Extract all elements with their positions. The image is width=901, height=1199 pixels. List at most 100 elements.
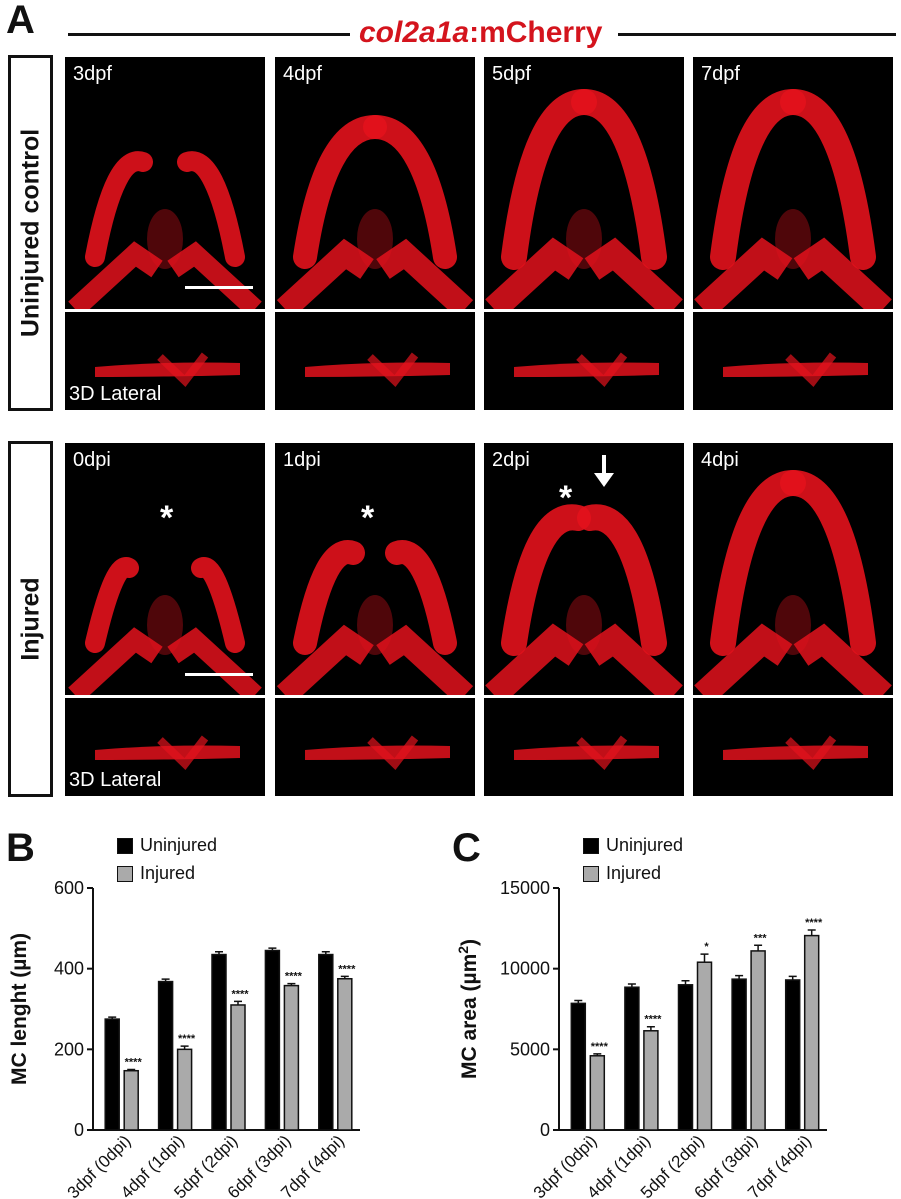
error-bar [287,982,296,986]
significance-marker: *** [754,932,768,944]
error-bar [593,1053,602,1056]
bar-uninjured [784,979,801,1131]
error-bar [268,947,277,951]
y-tick-label: 600 [54,878,84,898]
lateral-view-tile [484,312,684,410]
tile-stage-label: 0dpi [73,449,111,471]
legend-c-injured-label: Injured [606,863,662,883]
lateral-view-tile [693,698,893,796]
significance-marker: **** [338,963,356,975]
tile-stage-label: 1dpi [283,449,321,471]
bar-injured [750,950,766,1131]
bar-uninjured [157,980,174,1131]
error-bar [646,1025,655,1031]
panel-c-letter: C [452,826,481,870]
error-bar [127,1068,136,1071]
micrograph-tile: 2dpi * [484,443,684,695]
bar-injured [589,1055,606,1131]
arrow-down-icon [594,455,614,487]
error-bar [754,944,763,951]
significance-marker: **** [231,988,249,1000]
scale-bar [185,286,253,289]
error-bar [735,974,744,980]
injury-site-star: * [361,499,375,537]
y-axis-label: MC area (µm2) [455,939,481,1079]
lateral-view-tile [693,312,893,410]
bar-uninjured [624,986,640,1131]
legend-b-uninjured-label: Uninjured [140,835,218,855]
error-bar [627,983,636,988]
micrograph-tile: 5dpf [484,57,684,309]
lateral-view-tile [484,698,684,796]
significance-marker: **** [644,1014,662,1026]
row-label-uninjured: Uninjured control [8,55,53,411]
figure-title: col2a1a:mCherry [359,16,602,50]
lateral-view-tile [275,698,475,796]
bar-injured [643,1030,659,1131]
header-line-right [618,33,896,36]
micrograph-tile: 7dpf [693,57,893,309]
y-tick-label: 0 [540,1120,550,1140]
micrograph-tile: 1dpi * [275,443,475,695]
error-bar [215,950,223,955]
bar-uninjured [677,984,694,1131]
header-line-left [68,33,350,36]
bar-injured [123,1069,139,1131]
micrograph-tile: 4dpf [275,57,475,309]
bar-injured [283,984,300,1131]
tile-stage-label: 4dpf [283,63,322,85]
injury-site-star: * [559,479,573,517]
bar-injured [176,1048,193,1131]
row-label-injured: Injured [8,441,53,797]
bar-uninjured [211,953,227,1131]
bar-injured [230,1004,246,1131]
tile-stage-label: 2dpi [492,449,530,471]
cartilage-drawing [68,151,262,309]
error-bar [681,980,690,985]
error-bar [574,999,583,1004]
y-tick-label: 0 [74,1120,84,1140]
legend-b-uninjured-swatch [117,838,133,854]
error-bar [340,975,349,979]
bar-uninjured [570,1002,587,1131]
micrograph-tile: 4dpi [693,443,893,695]
y-tick-label: 200 [54,1039,84,1059]
micrograph-tile: 3dpf [65,57,265,309]
injury-site-star: * [160,499,174,537]
lateral-view-label: 3D Lateral [69,769,162,791]
lateral-cartilage-drawing [514,352,659,387]
significance-marker: **** [178,1033,196,1045]
tile-stage-label: 5dpf [492,63,531,85]
significance-marker: **** [805,917,823,929]
row-label-uninjured-text: Uninjured control [16,128,44,338]
bar-uninjured [731,978,747,1131]
lateral-cartilage-drawing [723,735,868,770]
tile-stage-label: 4dpi [701,449,739,471]
significance-marker: * [704,941,709,953]
lateral-view-tile: 3D Lateral [65,312,265,410]
lateral-view-tile [275,312,475,410]
legend-c-uninjured-label: Uninjured [606,835,684,855]
y-axis-label: MC lenght (µm) [8,933,31,1085]
cartilage-drawing [276,540,474,695]
row-label-injured-text: Injured [16,577,44,661]
error-bar [108,1016,117,1020]
cartilage-drawing [485,504,683,695]
title-reporter: :mCherry [469,16,603,49]
bar-uninjured [264,949,281,1131]
y-tick-label: 10000 [500,959,550,979]
error-bar [180,1045,189,1050]
y-tick-label: 15000 [500,878,550,898]
lateral-cartilage-drawing [723,352,868,387]
significance-marker: **** [125,1057,143,1069]
error-bar [700,953,709,963]
cartilage-drawing [694,89,892,309]
error-bar [788,975,797,980]
lateral-cartilage-drawing [95,735,240,770]
bar-injured [696,961,713,1131]
micrograph-tile: 0dpi * [65,443,265,695]
lateral-cartilage-drawing [514,735,659,770]
bar-uninjured [318,953,334,1131]
bar-injured [803,934,820,1131]
